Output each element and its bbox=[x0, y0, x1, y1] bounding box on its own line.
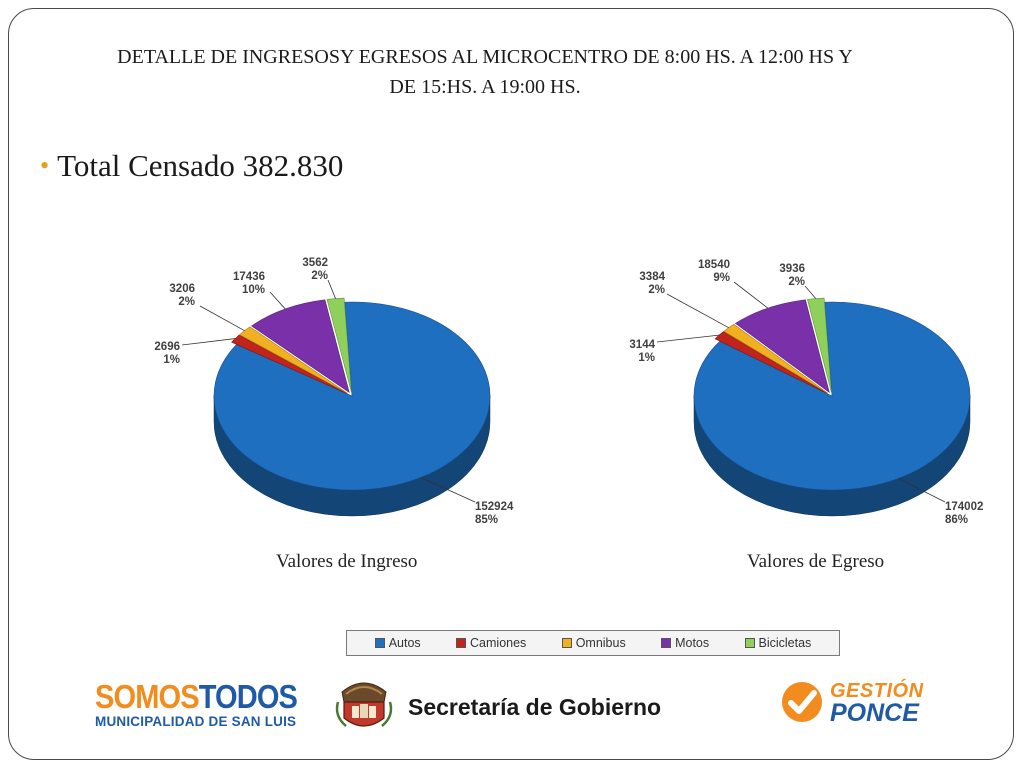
data-label-omnibus: 3206 2% bbox=[169, 283, 195, 308]
leader-line-camiones bbox=[656, 334, 720, 343]
slide-title: DETALLE DE INGRESOSY EGRESOS AL MICROCEN… bbox=[60, 42, 910, 102]
legend-label-motos: Motos bbox=[675, 636, 710, 650]
leader-line-motos bbox=[269, 291, 286, 310]
gestion-logo-word-2: PONCE bbox=[830, 699, 919, 727]
legend-item-bicicletas: Bicicletas bbox=[744, 636, 812, 650]
bullet-dot-icon: • bbox=[40, 151, 50, 180]
secretaria-label: Secretaría de Gobierno bbox=[408, 694, 662, 720]
gestion-ponce-logo: GESTIÓN PONCE bbox=[780, 680, 924, 727]
legend-label-bicicletas: Bicicletas bbox=[758, 636, 812, 650]
slice-omnibus bbox=[239, 326, 348, 394]
somos-logo-word-2: TODOS bbox=[198, 678, 298, 715]
data-label-autos: 174002 86% bbox=[945, 501, 983, 526]
bullet-text: Total Censado 382.830 bbox=[57, 148, 344, 183]
data-label-motos: 17436 10% bbox=[233, 271, 265, 296]
pie-caption-egreso: Valores de Egreso bbox=[747, 551, 885, 572]
legend-item-motos: Motos bbox=[661, 636, 709, 650]
data-label-autos: 152924 85% bbox=[475, 501, 514, 526]
pie-chart-ingreso: 152924 85% 2696 1% 3206 2% 17436 10% 3562 2% bbox=[154, 257, 514, 526]
leader-line-bicicletas bbox=[327, 279, 336, 299]
legend-swatch-omnibus bbox=[561, 638, 572, 648]
legend-label-omnibus: Omnibus bbox=[575, 636, 626, 650]
legend-item-camiones: Camiones bbox=[456, 636, 526, 650]
slide-frame bbox=[8, 8, 1014, 760]
legend-swatch-camiones bbox=[456, 638, 467, 648]
leader-line-omnibus bbox=[666, 293, 729, 329]
checkmark-icon bbox=[782, 682, 822, 722]
data-label-motos: 18540 9% bbox=[698, 259, 730, 284]
somos-logo-subtitle: MUNICIPALIDAD DE SAN LUIS bbox=[95, 714, 297, 729]
data-label-camiones: 2696 1% bbox=[154, 341, 180, 366]
coat-of-arms-icon bbox=[335, 682, 393, 727]
slice-motos bbox=[734, 299, 830, 394]
data-label-bicicletas: 3562 2% bbox=[302, 257, 328, 282]
legend-swatch-motos bbox=[661, 638, 672, 648]
title-line-2: DE 15:HS. A 19:00 HS. bbox=[389, 76, 581, 98]
title-line-1: DETALLE DE INGRESOSY EGRESOS AL MICROCEN… bbox=[117, 46, 853, 68]
legend-item-omnibus: Omnibus bbox=[561, 636, 626, 650]
leader-line-autos bbox=[420, 477, 476, 503]
legend-item-autos: Autos bbox=[374, 636, 421, 650]
legend-swatch-autos bbox=[374, 638, 385, 648]
slice-motos bbox=[251, 299, 350, 394]
data-label-bicicletas: 3936 2% bbox=[779, 263, 805, 288]
leader-line-autos bbox=[898, 478, 946, 503]
legend-swatch-bicicletas bbox=[744, 638, 755, 648]
legend-label-autos: Autos bbox=[388, 636, 421, 650]
leader-line-omnibus bbox=[199, 305, 245, 332]
slice-autos bbox=[213, 301, 491, 491]
pie-caption-ingreso: Valores de Ingreso bbox=[276, 551, 418, 572]
slice-bicicletas bbox=[326, 297, 352, 393]
bullet-total: • Total Censado 382.830 bbox=[40, 148, 343, 184]
gestion-logo-word-1: GESTIÓN bbox=[830, 680, 924, 702]
pie-chart-egreso: 174002 86% 3144 1% 3384 2% 18540 9% 3936 2% bbox=[629, 259, 983, 526]
data-label-omnibus: 3384 2% bbox=[639, 271, 665, 296]
slice-autos bbox=[693, 301, 971, 491]
data-label-camiones: 3144 1% bbox=[629, 339, 655, 364]
somos-logo-word-1: SOMOS bbox=[95, 678, 200, 715]
leader-line-motos bbox=[733, 281, 769, 309]
somos-todos-logo: SOMOSTODOS MUNICIPALIDAD DE SAN LUIS bbox=[95, 680, 325, 729]
leader-line-bicicletas bbox=[804, 285, 817, 299]
chart-legend: Autos Camiones Omnibus Motos Bicicletas bbox=[346, 630, 840, 656]
leader-line-camiones bbox=[181, 338, 236, 346]
legend-label-camiones: Camiones bbox=[470, 636, 527, 650]
